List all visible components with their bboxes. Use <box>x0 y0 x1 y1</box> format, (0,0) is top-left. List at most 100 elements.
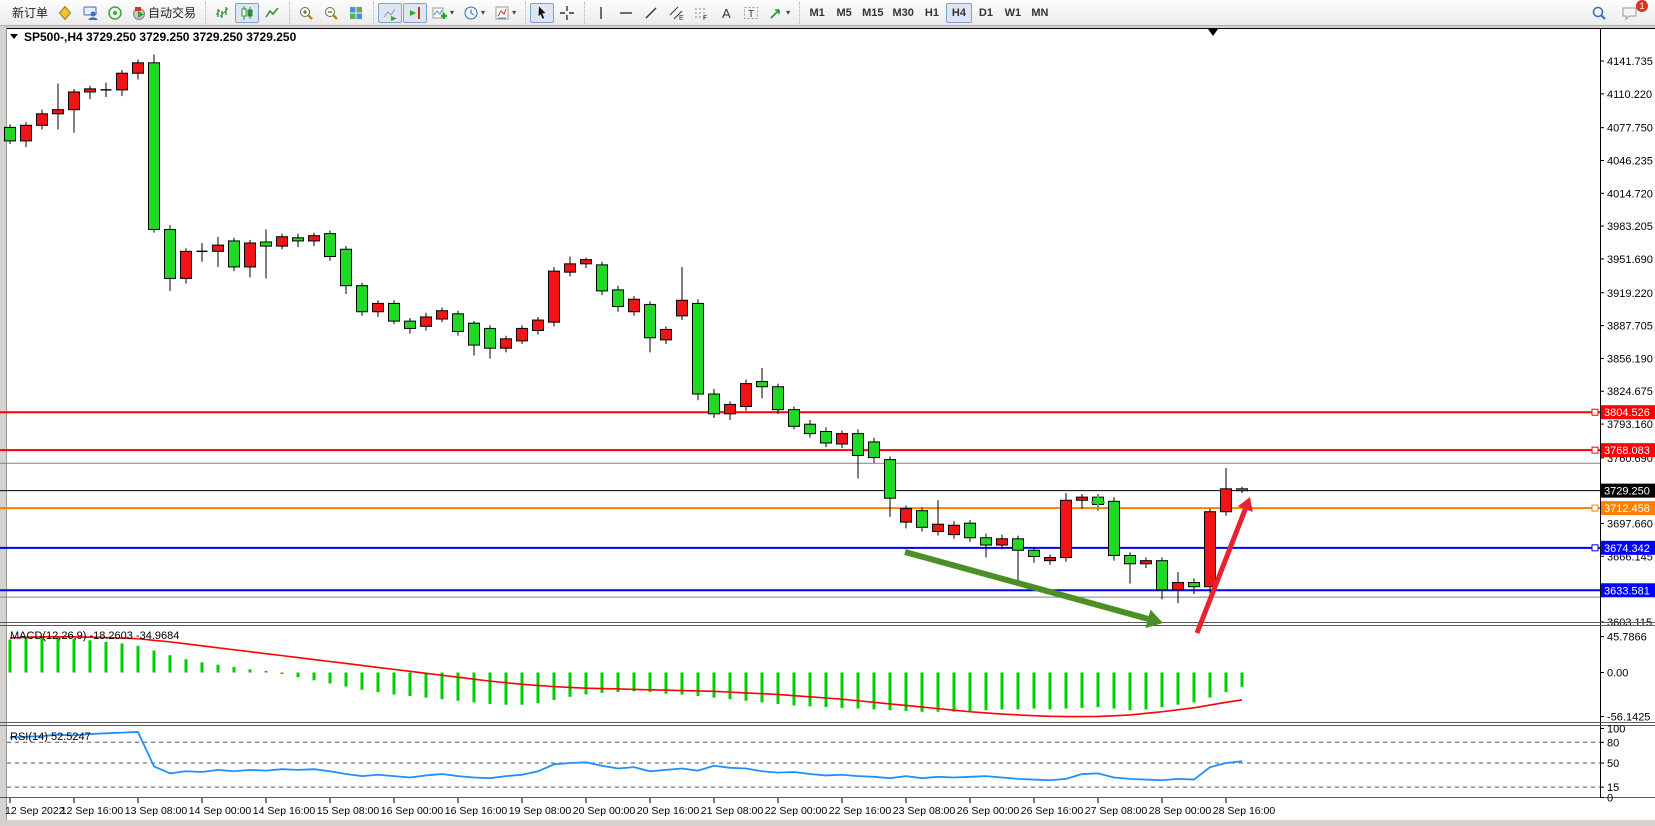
time-tick-label: 16 Sep 00:00 <box>381 805 444 817</box>
chart-shift-button[interactable] <box>403 2 428 23</box>
text-button[interactable]: A <box>714 3 738 23</box>
vps-button[interactable] <box>78 3 102 23</box>
price-line-flag <box>1601 540 1655 555</box>
new-order-button[interactable]: 新订单 <box>8 3 52 23</box>
text-icon: A <box>722 6 731 21</box>
timeframe-M1[interactable]: M1 <box>809 6 825 19</box>
candle-body <box>708 393 720 415</box>
trend-arrow-head <box>1145 609 1163 629</box>
candle-body <box>596 264 608 292</box>
price-tick-label: 3824.675 <box>1607 386 1653 398</box>
trendline-button[interactable] <box>639 3 663 23</box>
price-line-flag-label: 3768.083 <box>1604 445 1650 457</box>
bar-chart-button[interactable] <box>210 3 234 23</box>
svg-text:F: F <box>703 15 707 21</box>
line-chart-button[interactable] <box>260 3 284 23</box>
price-tick-label: 3856.190 <box>1607 353 1653 365</box>
autotrade-icon <box>133 6 146 20</box>
price-tick-label: 3951.690 <box>1607 254 1653 266</box>
auto-scroll-button[interactable] <box>378 2 403 23</box>
candle-body <box>676 299 688 317</box>
trend-arrow-line[interactable] <box>1194 508 1248 634</box>
timeframe-MN[interactable]: MN <box>1031 6 1049 19</box>
time-tick-label: 20 Sep 00:00 <box>573 805 636 817</box>
toolbar-group-chart-type <box>205 1 288 24</box>
timeframe-H4[interactable]: H4 <box>945 2 972 23</box>
shapes-button[interactable]: ▾ <box>764 3 794 23</box>
signals-button[interactable] <box>103 3 127 23</box>
equidistant-channel-icon: E <box>669 6 684 21</box>
candle-body <box>532 319 544 331</box>
cursor-arrow-icon <box>538 6 546 19</box>
timeframe-H1[interactable]: H1 <box>924 6 939 19</box>
channel-button[interactable]: E <box>664 3 688 23</box>
rsi-tick-label: 0 <box>1607 793 1613 805</box>
candle-body <box>1060 499 1072 559</box>
toolbar-right: 1 <box>1587 0 1651 23</box>
candle-body <box>884 459 896 499</box>
candle-body <box>148 62 160 230</box>
candle-body <box>740 383 752 408</box>
shift-end-marker-icon[interactable] <box>1208 29 1218 36</box>
candle-body <box>452 313 464 333</box>
candlestick-chart-button[interactable] <box>235 2 260 23</box>
candle-body <box>692 302 704 395</box>
line-anchor-square <box>1591 446 1599 454</box>
gold-diamond-icon <box>58 5 72 20</box>
time-tick-label: 20 Sep 16:00 <box>637 805 700 817</box>
crosshair-button[interactable] <box>555 3 579 23</box>
search-button[interactable] <box>1587 3 1611 23</box>
vertical-line-button[interactable] <box>589 3 613 23</box>
zoom-in-button[interactable] <box>294 3 318 23</box>
templates-button[interactable]: ▾ <box>490 3 520 23</box>
candle-body <box>724 403 736 415</box>
candle-body <box>404 320 416 329</box>
candle-body <box>1108 500 1120 556</box>
time-tick-label: 21 Sep 08:00 <box>701 805 764 817</box>
time-tick-label: 22 Sep 16:00 <box>829 805 892 817</box>
notifications-button[interactable]: 1 <box>1617 0 1648 23</box>
cursor-button[interactable] <box>530 2 555 23</box>
toolbar: 新订单 自动交易 <box>0 0 1655 26</box>
text-label-button[interactable]: T <box>739 3 763 23</box>
price-line-flag-label: 3674.342 <box>1604 543 1650 555</box>
candle-body <box>436 310 448 320</box>
timeframe-D1[interactable]: D1 <box>978 6 993 19</box>
timeframe-M30[interactable]: M30 <box>892 6 914 19</box>
new-order-label: 新订单 <box>12 6 49 20</box>
toolbar-group-objects: E F A T ▾ <box>584 1 798 24</box>
price-tick-label: 3919.220 <box>1607 288 1653 300</box>
tile-windows-button[interactable] <box>344 3 368 23</box>
candle-body <box>1172 582 1184 591</box>
candle-body <box>852 433 864 456</box>
market-button[interactable] <box>53 3 77 23</box>
timeframe-M5[interactable]: M5 <box>836 6 852 19</box>
timeframe-W1[interactable]: W1 <box>1004 6 1022 19</box>
chart-shift-icon <box>410 6 421 19</box>
chart-plot-area[interactable] <box>7 28 1600 622</box>
chart-collapse-arrow-icon[interactable] <box>10 34 18 39</box>
time-tick-label: 26 Sep 00:00 <box>957 805 1020 817</box>
price-tick-label: 4141.735 <box>1607 56 1653 68</box>
timeframe-M15[interactable]: M15 <box>862 6 884 19</box>
macd-tick-label: -56.1425 <box>1607 712 1650 724</box>
candle-body <box>1204 511 1216 588</box>
fibonacci-button[interactable]: F <box>689 3 713 23</box>
candle-body <box>68 91 80 111</box>
candle-body <box>1220 488 1232 513</box>
candle-body <box>52 109 64 115</box>
template-icon <box>495 6 509 19</box>
zoom-out-button[interactable] <box>319 3 343 23</box>
periods-button[interactable]: ▾ <box>459 3 489 23</box>
candle-body <box>484 327 496 349</box>
fibonacci-icon: F <box>695 8 707 21</box>
trend-arrow-line[interactable] <box>904 549 1149 622</box>
candle-body <box>420 316 432 327</box>
horizontal-line-button[interactable] <box>614 3 638 23</box>
broadcast-icon <box>108 5 122 20</box>
bar-chart-icon <box>216 6 229 18</box>
time-tick-label: 16 Sep 16:00 <box>445 805 508 817</box>
autotrade-button[interactable]: 自动交易 <box>128 3 200 23</box>
indicators-button[interactable]: ▾ <box>428 3 458 23</box>
